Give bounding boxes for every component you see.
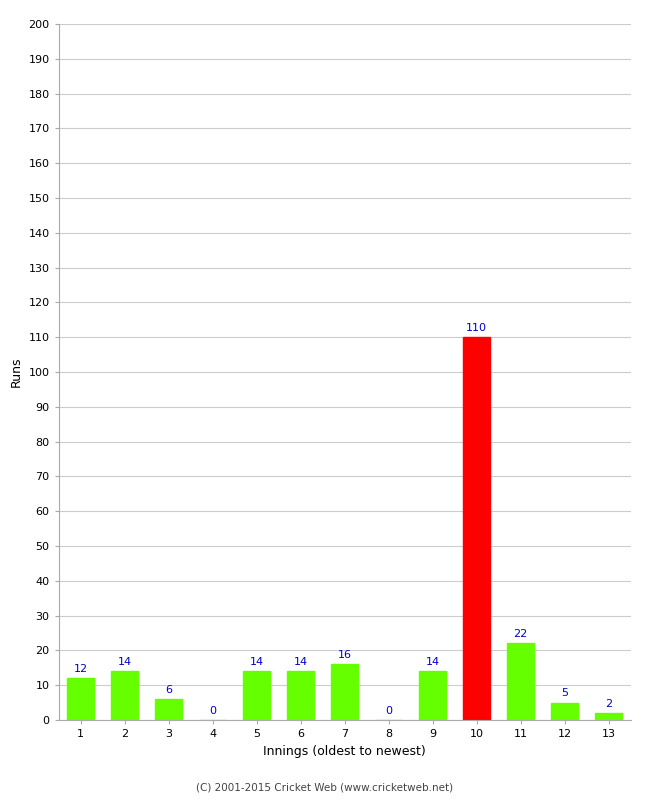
Text: 6: 6	[165, 685, 172, 695]
Text: 5: 5	[561, 689, 568, 698]
Text: 22: 22	[514, 630, 528, 639]
Bar	[551, 702, 578, 720]
Text: 12: 12	[73, 664, 88, 674]
Text: (C) 2001-2015 Cricket Web (www.cricketweb.net): (C) 2001-2015 Cricket Web (www.cricketwe…	[196, 782, 454, 792]
Bar	[595, 713, 621, 720]
Bar	[155, 699, 182, 720]
Text: 14: 14	[250, 657, 263, 667]
Bar	[68, 678, 94, 720]
Text: 16: 16	[337, 650, 352, 660]
Bar	[243, 671, 270, 720]
Bar	[419, 671, 446, 720]
Text: 0: 0	[385, 706, 392, 716]
Bar	[332, 664, 358, 720]
Text: 0: 0	[209, 706, 216, 716]
Y-axis label: Runs: Runs	[10, 357, 23, 387]
Bar	[463, 338, 489, 720]
Bar	[111, 671, 138, 720]
Text: 2: 2	[605, 699, 612, 709]
Text: 110: 110	[466, 323, 487, 333]
Bar	[287, 671, 314, 720]
Text: 14: 14	[426, 657, 439, 667]
X-axis label: Innings (oldest to newest): Innings (oldest to newest)	[263, 745, 426, 758]
Bar	[507, 643, 534, 720]
Text: 14: 14	[118, 657, 131, 667]
Text: 14: 14	[293, 657, 307, 667]
